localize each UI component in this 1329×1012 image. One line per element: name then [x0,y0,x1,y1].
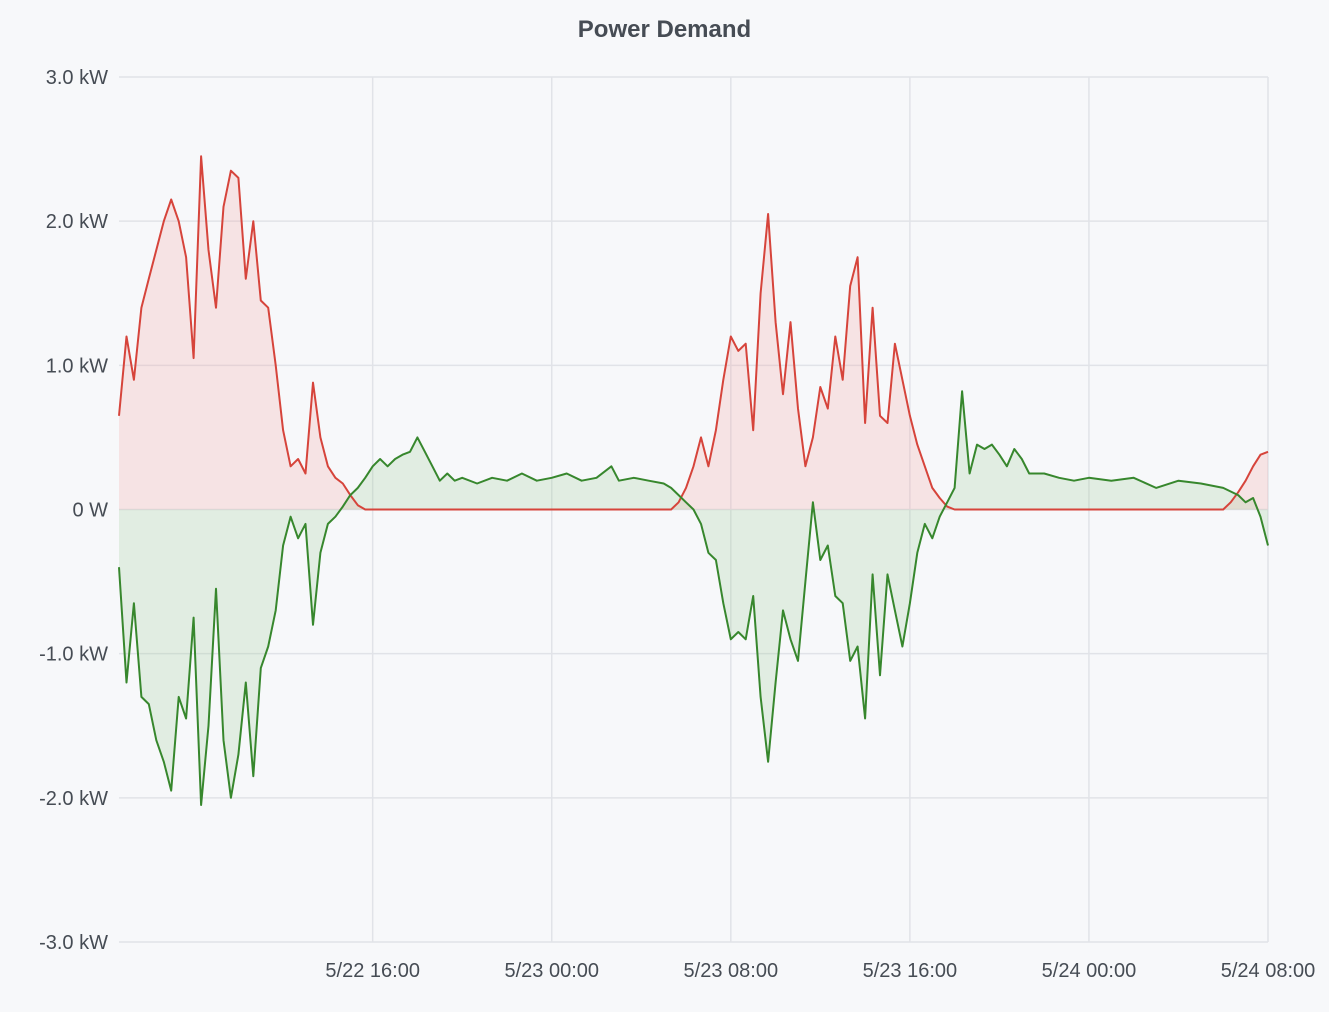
y-axis: 3.0 kW 2.0 kW 1.0 kW 0 W -1.0 kW -2.0 kW -3.0 … [39,67,108,954]
y-tick-label: -2.0 kW [39,788,108,810]
series-lines [118,155,1269,806]
grid [119,76,1269,943]
y-tick-label: 1.0 kW [46,355,108,377]
series-fills [119,156,1268,805]
panel-title: Power Demand [577,16,752,43]
y-tick-label: 0 W [72,500,108,522]
series-1-area [119,391,1268,805]
series-0-line [118,155,1269,511]
y-tick-label: -3.0 kW [39,932,108,954]
x-tick-label: 5/23 08:00 [684,960,779,982]
x-tick-label: 5/22 16:00 [325,960,420,982]
y-tick-label: 2.0 kW [46,211,108,233]
x-tick-label: 5/23 16:00 [863,960,958,982]
x-axis: 5/22 16:00 5/23 00:00 5/23 08:00 5/23 16:00… [325,960,1315,982]
series-0-area [119,156,1268,510]
x-tick-label: 5/24 00:00 [1042,960,1137,982]
series-1-line [118,390,1269,806]
x-tick-label: 5/24 08:00 [1221,960,1316,982]
y-tick-label: 3.0 kW [46,67,108,89]
x-tick-label: 5/23 00:00 [504,960,599,982]
y-tick-label: -1.0 kW [39,644,108,666]
